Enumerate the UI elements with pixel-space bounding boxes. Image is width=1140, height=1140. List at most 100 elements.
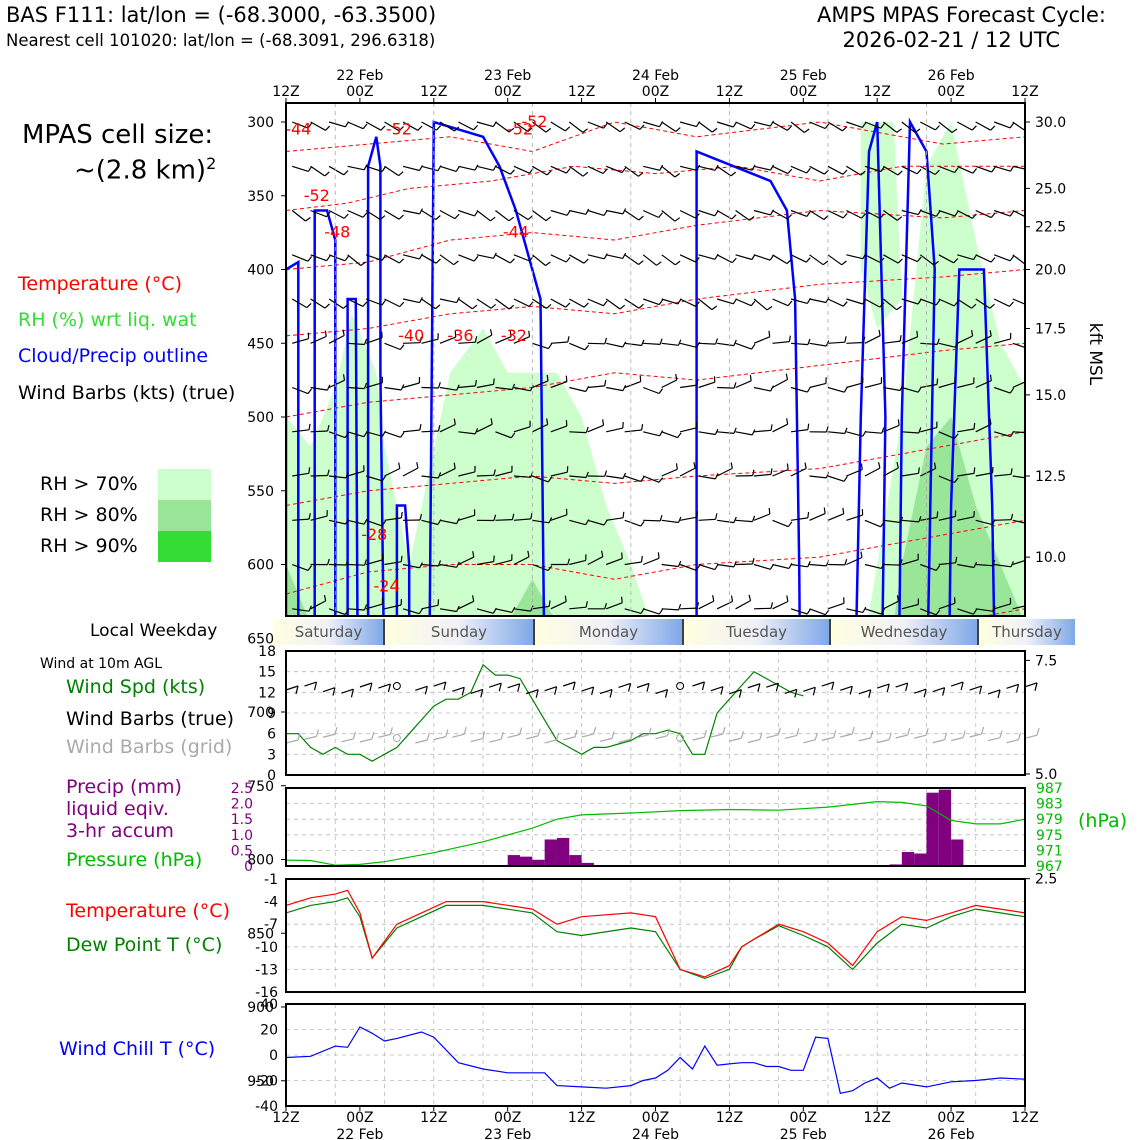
wind-barb-flag <box>345 472 349 479</box>
wind-barb <box>384 604 402 610</box>
top-hour-label: 00Z <box>494 84 521 100</box>
wind-barb <box>1012 559 1025 566</box>
wind-barb <box>735 600 751 610</box>
wind-barb-flag <box>639 124 645 130</box>
wind-barb-flag <box>933 462 937 469</box>
wind-barb-grid-flag <box>999 730 1003 738</box>
wind-barb <box>994 519 1012 521</box>
wind-barb <box>328 519 346 525</box>
wind-barb-flag <box>897 258 903 264</box>
wind-barb <box>624 429 642 433</box>
wind-barb <box>347 298 364 307</box>
wind-barb-flag <box>511 606 516 613</box>
precip-bar <box>532 859 545 866</box>
weekday-segment <box>979 619 1075 645</box>
wind-barb <box>827 209 844 219</box>
wind-barb-flag <box>954 210 959 217</box>
wind-barb <box>421 386 439 389</box>
wind-barb <box>384 517 402 521</box>
wind-barb <box>328 121 346 128</box>
wind-barb-true-flag <box>794 689 798 698</box>
wind-barb <box>550 209 568 216</box>
precip-bar <box>520 856 533 866</box>
wind-barb <box>513 556 530 566</box>
wind-barb <box>568 121 584 133</box>
wind-barb <box>735 298 752 307</box>
wind-barb-flag <box>991 466 994 473</box>
wind-barb <box>643 871 660 874</box>
wind-barb-flag <box>1009 387 1015 394</box>
wind-barb-flag <box>381 299 386 306</box>
wind-barb <box>753 429 772 433</box>
wind-barb <box>513 426 531 433</box>
wind-barb-flag <box>309 871 311 877</box>
wind-barb <box>772 600 789 610</box>
wind-barb-flag <box>936 338 940 345</box>
wind-barb-flag <box>711 305 718 311</box>
wind-barb-flag <box>363 338 368 345</box>
wind-barb-grid <box>840 733 853 738</box>
wind10m-ytick-label: 0 <box>267 768 276 784</box>
wind-barb-flag <box>862 606 867 613</box>
wind-barb <box>550 298 566 308</box>
wind-barb <box>402 209 420 215</box>
wind-barb-flag <box>936 511 939 518</box>
wind-barb <box>531 121 547 133</box>
wind-barb-flag <box>679 870 681 876</box>
wind-barb-flag <box>748 594 752 601</box>
cloud-outline <box>948 268 996 616</box>
bottom-date-label: 24 Feb <box>632 1127 679 1140</box>
wind-barb <box>883 254 899 264</box>
wind10m-calm-grid-marker <box>392 734 401 742</box>
wind-barb-flag <box>324 330 327 337</box>
wind-barb-grid-flag <box>870 730 874 739</box>
bottom-hour-label: 12Z <box>568 1110 595 1126</box>
wind-barb-flag <box>307 256 313 262</box>
wind-barb <box>993 298 1010 307</box>
wind-barb-grid-flag <box>703 729 708 738</box>
wind-barb-flag <box>327 558 330 565</box>
wind-barb <box>827 431 845 435</box>
wind-barb-flag <box>601 550 604 557</box>
wind-barb <box>329 475 347 479</box>
temperature-ytick-label: -4 <box>264 895 278 911</box>
wind-barb-true-flag <box>591 686 595 696</box>
chart-subtitle: Nearest cell 101020: lat/lon = (-68.3091… <box>6 31 436 50</box>
wind-barb <box>938 602 956 610</box>
wind-barb-flag <box>380 125 386 131</box>
wind-barb <box>365 519 383 527</box>
wind-barb <box>661 254 676 266</box>
wind-barb <box>735 210 750 221</box>
wind-barb-true-flag <box>332 687 336 696</box>
wind-barb-flag <box>512 869 514 875</box>
weekday-label: Wednesday <box>861 623 948 641</box>
wind-barb-grid-flag <box>907 727 911 736</box>
top-hour-label: 00Z <box>346 84 373 100</box>
cell-size-value: ~(2.8 km)2 <box>74 154 216 186</box>
wind-barb <box>994 386 1011 394</box>
wind-barb <box>642 254 657 266</box>
wind-barb-true <box>599 688 613 695</box>
wind-barb-true-flag <box>313 681 318 691</box>
wind-barb-flag <box>437 472 442 479</box>
wind-barb-grid-flag <box>1017 732 1022 740</box>
wind-barb-flag <box>824 609 830 616</box>
wind-barb-flag <box>456 384 460 391</box>
wind-barb-grid-flag <box>796 728 800 736</box>
wind-barb <box>883 386 901 392</box>
wind-barb-flag <box>933 260 939 266</box>
wind-barb <box>292 165 309 172</box>
wind-barb <box>698 518 716 521</box>
wind-barb-flag <box>381 166 387 172</box>
wind-barb-flag <box>602 419 605 426</box>
wind-barb-flag <box>770 424 773 431</box>
wind-barb <box>421 604 439 610</box>
wind-barb-flag <box>621 596 623 603</box>
kft-msl-axis-label: kft MSL <box>1085 323 1105 386</box>
legend-pressure: Pressure (hPa) <box>66 849 203 871</box>
wind-barb <box>605 121 621 133</box>
wind-barb-flag <box>734 873 737 878</box>
wind-barb-flag <box>380 215 386 221</box>
wind-barb-true-flag <box>443 681 447 691</box>
wind-barb <box>605 165 623 174</box>
